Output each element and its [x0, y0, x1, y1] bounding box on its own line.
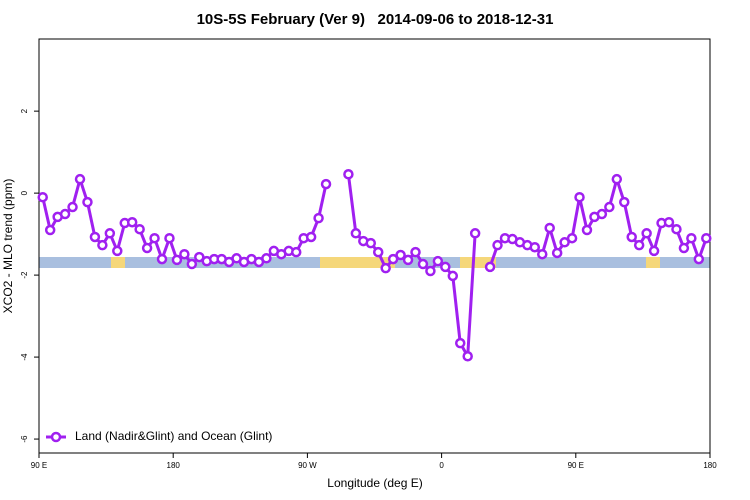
plot-frame — [38, 38, 711, 454]
data-point — [440, 261, 451, 273]
data-point — [410, 246, 421, 258]
data-point — [462, 351, 473, 362]
data-point — [67, 201, 78, 213]
legend-marker — [50, 431, 62, 443]
data-point — [484, 261, 496, 273]
data-point — [447, 270, 459, 282]
data-point — [551, 247, 563, 259]
x-tick-label: 90 E — [31, 461, 47, 470]
data-point — [611, 173, 623, 185]
data-point — [320, 178, 332, 190]
data-point — [372, 246, 384, 258]
data-point — [566, 232, 578, 244]
data-point — [529, 241, 541, 253]
data-point — [633, 239, 645, 251]
data-point — [544, 222, 555, 234]
map-strip — [39, 257, 710, 268]
data-point — [671, 223, 682, 235]
data-point — [59, 208, 71, 220]
data-point — [432, 255, 444, 267]
data-point — [112, 245, 123, 257]
data-point — [134, 223, 145, 235]
x-tick-label: 180 — [167, 461, 181, 470]
data-point — [387, 253, 399, 265]
data-point — [104, 228, 116, 239]
data-point — [179, 248, 190, 260]
data-point — [402, 254, 414, 266]
data-point — [686, 232, 697, 244]
data-point — [492, 239, 503, 251]
data-point — [425, 265, 436, 277]
data-point — [97, 239, 108, 251]
data-point — [380, 262, 391, 274]
y-tick-label: 2 — [20, 108, 29, 113]
data-point — [126, 216, 138, 228]
x-tick-label: 90 W — [298, 461, 317, 470]
data-point — [701, 232, 712, 244]
data-point — [290, 246, 302, 258]
data-point — [641, 228, 652, 239]
data-point — [693, 253, 705, 265]
data-point — [559, 237, 570, 248]
x-axis-label: Longitude (deg E) — [327, 476, 422, 490]
y-tick-label: -2 — [20, 271, 29, 279]
data-point — [89, 231, 101, 243]
data-point — [626, 231, 637, 243]
data-point — [454, 337, 466, 349]
x-tick-label: 0 — [439, 461, 444, 470]
data-point — [678, 242, 690, 254]
data-point — [261, 253, 272, 264]
data-point — [574, 191, 585, 203]
data-point — [194, 251, 205, 263]
chart-title: 10S-5S February (Ver 9) 2014-09-06 to 20… — [197, 11, 554, 28]
data-point — [581, 224, 593, 236]
data-point — [44, 224, 56, 236]
data-point — [149, 232, 160, 244]
data-point — [596, 208, 608, 220]
data-point — [305, 231, 317, 243]
data-point — [648, 245, 660, 257]
data-point — [141, 242, 153, 254]
data-point — [343, 169, 354, 180]
y-tick-label: -4 — [20, 353, 29, 361]
y-axis-label: XCO2 - MLO trend (ppm) — [1, 179, 15, 314]
data-point — [82, 196, 93, 208]
data-point — [186, 258, 198, 270]
data-point — [350, 228, 362, 239]
data-point — [537, 248, 548, 260]
data-point — [604, 201, 615, 213]
x-tick-label: 180 — [703, 461, 717, 470]
data-point — [37, 191, 48, 203]
legend-label: Land (Nadir&Glint) and Ocean (Glint) — [75, 429, 272, 443]
data-point — [469, 228, 481, 239]
y-tick-label: -6 — [20, 435, 29, 443]
y-tick-label: 0 — [20, 190, 29, 195]
x-tick-label: 90 E — [568, 461, 584, 470]
data-point — [395, 249, 406, 261]
data-point — [74, 173, 86, 185]
data-point — [365, 237, 377, 249]
data-point — [171, 254, 183, 266]
data-point — [313, 212, 324, 224]
data-point — [663, 216, 675, 228]
data-point — [156, 253, 168, 265]
data-point — [619, 196, 630, 208]
data-point — [164, 232, 175, 244]
data-point — [417, 258, 429, 270]
